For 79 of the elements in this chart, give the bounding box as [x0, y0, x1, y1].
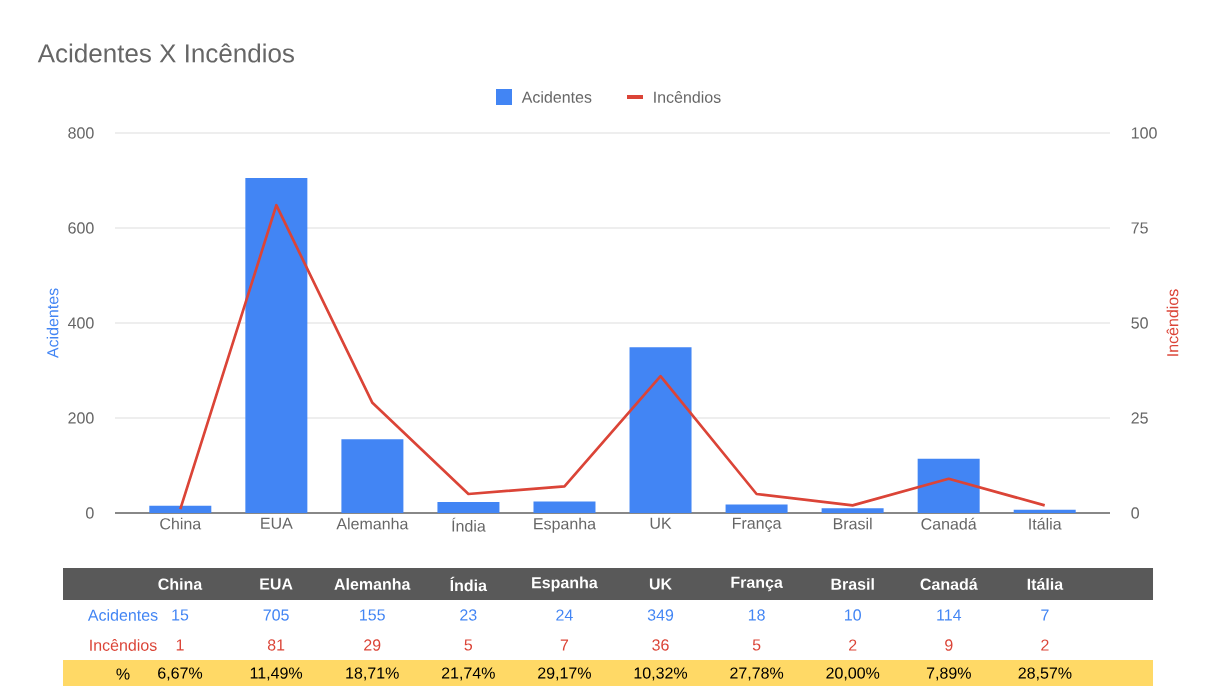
- y-tick-label: 400: [67, 317, 94, 329]
- data-label: 155: [360, 609, 385, 621]
- bar: [437, 502, 500, 513]
- data-label: 2: [849, 639, 857, 651]
- y2-tick-label: 25: [1131, 412, 1148, 424]
- bar: [245, 178, 308, 513]
- y-tick-label: 200: [68, 412, 94, 424]
- y-tick-label: 0: [86, 507, 94, 519]
- data-label: 7: [1041, 609, 1049, 621]
- x-tick-label: França: [732, 517, 782, 533]
- category-label: Itália: [1027, 578, 1064, 590]
- text: 11,49%: [250, 667, 303, 681]
- data-label: 18: [748, 609, 765, 621]
- text: 10,32%: [634, 667, 688, 681]
- text: 7,89%: [926, 667, 971, 681]
- data-label: 7: [560, 639, 569, 651]
- category-label: Alemanha: [334, 578, 411, 590]
- bar: [533, 501, 596, 513]
- data-label: 36: [652, 639, 669, 651]
- data-label: 23: [460, 609, 477, 621]
- legend-label: Incêndios: [654, 91, 721, 103]
- text: 18,71%: [346, 667, 399, 681]
- chart-title: Acidentes X Incêndios: [37, 43, 294, 63]
- x-tick-label: Índia: [452, 517, 486, 532]
- bar: [917, 458, 980, 513]
- x-tick-label: UK: [650, 517, 672, 529]
- bar: [149, 505, 212, 513]
- data-label: 705: [263, 609, 289, 621]
- text: %: [116, 668, 130, 680]
- x-tick-label: Brasil: [833, 517, 872, 530]
- text: 21,74%: [441, 667, 495, 681]
- data-label: 9: [945, 639, 953, 651]
- y2-axis-title: Incêndios: [1166, 289, 1179, 356]
- bar: [1013, 509, 1076, 513]
- text: 6,67%: [158, 667, 203, 681]
- bar: [821, 508, 884, 513]
- y-tick-label: 600: [68, 222, 94, 234]
- data-label: 349: [647, 609, 674, 621]
- data-label: 2: [1041, 639, 1049, 651]
- data-label: 10: [845, 609, 861, 621]
- x-tick-label: Alemanha: [336, 517, 409, 530]
- y2-tick-label: 0: [1131, 507, 1140, 519]
- data-label: 114: [937, 609, 962, 621]
- data-label: 5: [464, 639, 473, 651]
- x-tick-label: Itália: [1029, 517, 1062, 530]
- text: 28,57%: [1018, 667, 1072, 681]
- x-tick-label: China: [160, 517, 202, 530]
- data-label: 81: [267, 639, 285, 651]
- data-label: 29: [364, 639, 381, 651]
- y2-tick-label: 50: [1131, 317, 1148, 329]
- y-axis-title: Acidentes: [46, 288, 59, 359]
- bar: [629, 347, 692, 513]
- category-label: Espanha: [532, 576, 598, 592]
- bar: [341, 439, 404, 513]
- text: 27,78%: [730, 667, 784, 681]
- line-series: [178, 203, 1047, 511]
- legend-label: Acidentes: [521, 91, 592, 103]
- y-tick-label: 800: [68, 127, 94, 139]
- bar: [725, 504, 788, 513]
- category-label: EUA: [260, 578, 293, 590]
- data-label: 5: [752, 639, 761, 651]
- category-label: Brasil: [831, 578, 874, 590]
- category-label: UK: [649, 578, 672, 590]
- data-label: 1: [176, 639, 184, 651]
- data-label: 24: [556, 609, 573, 621]
- text: Acidentes: [87, 609, 158, 621]
- text: Incêndios: [90, 639, 157, 651]
- x-tick-label: Canadá: [921, 517, 977, 530]
- x-tick-label: Espanha: [534, 517, 597, 533]
- y2-tick-label: 100: [1131, 127, 1157, 139]
- category-label: Canadá: [920, 578, 978, 590]
- category-label: China: [158, 578, 203, 590]
- y2-tick-label: 75: [1131, 222, 1148, 234]
- text: 29,17%: [538, 667, 591, 681]
- x-tick-label: EUA: [261, 517, 293, 529]
- text: 20,00%: [826, 667, 880, 681]
- category-label: Índia: [450, 576, 488, 592]
- category-label: França: [731, 576, 783, 592]
- data-label: 15: [172, 609, 189, 621]
